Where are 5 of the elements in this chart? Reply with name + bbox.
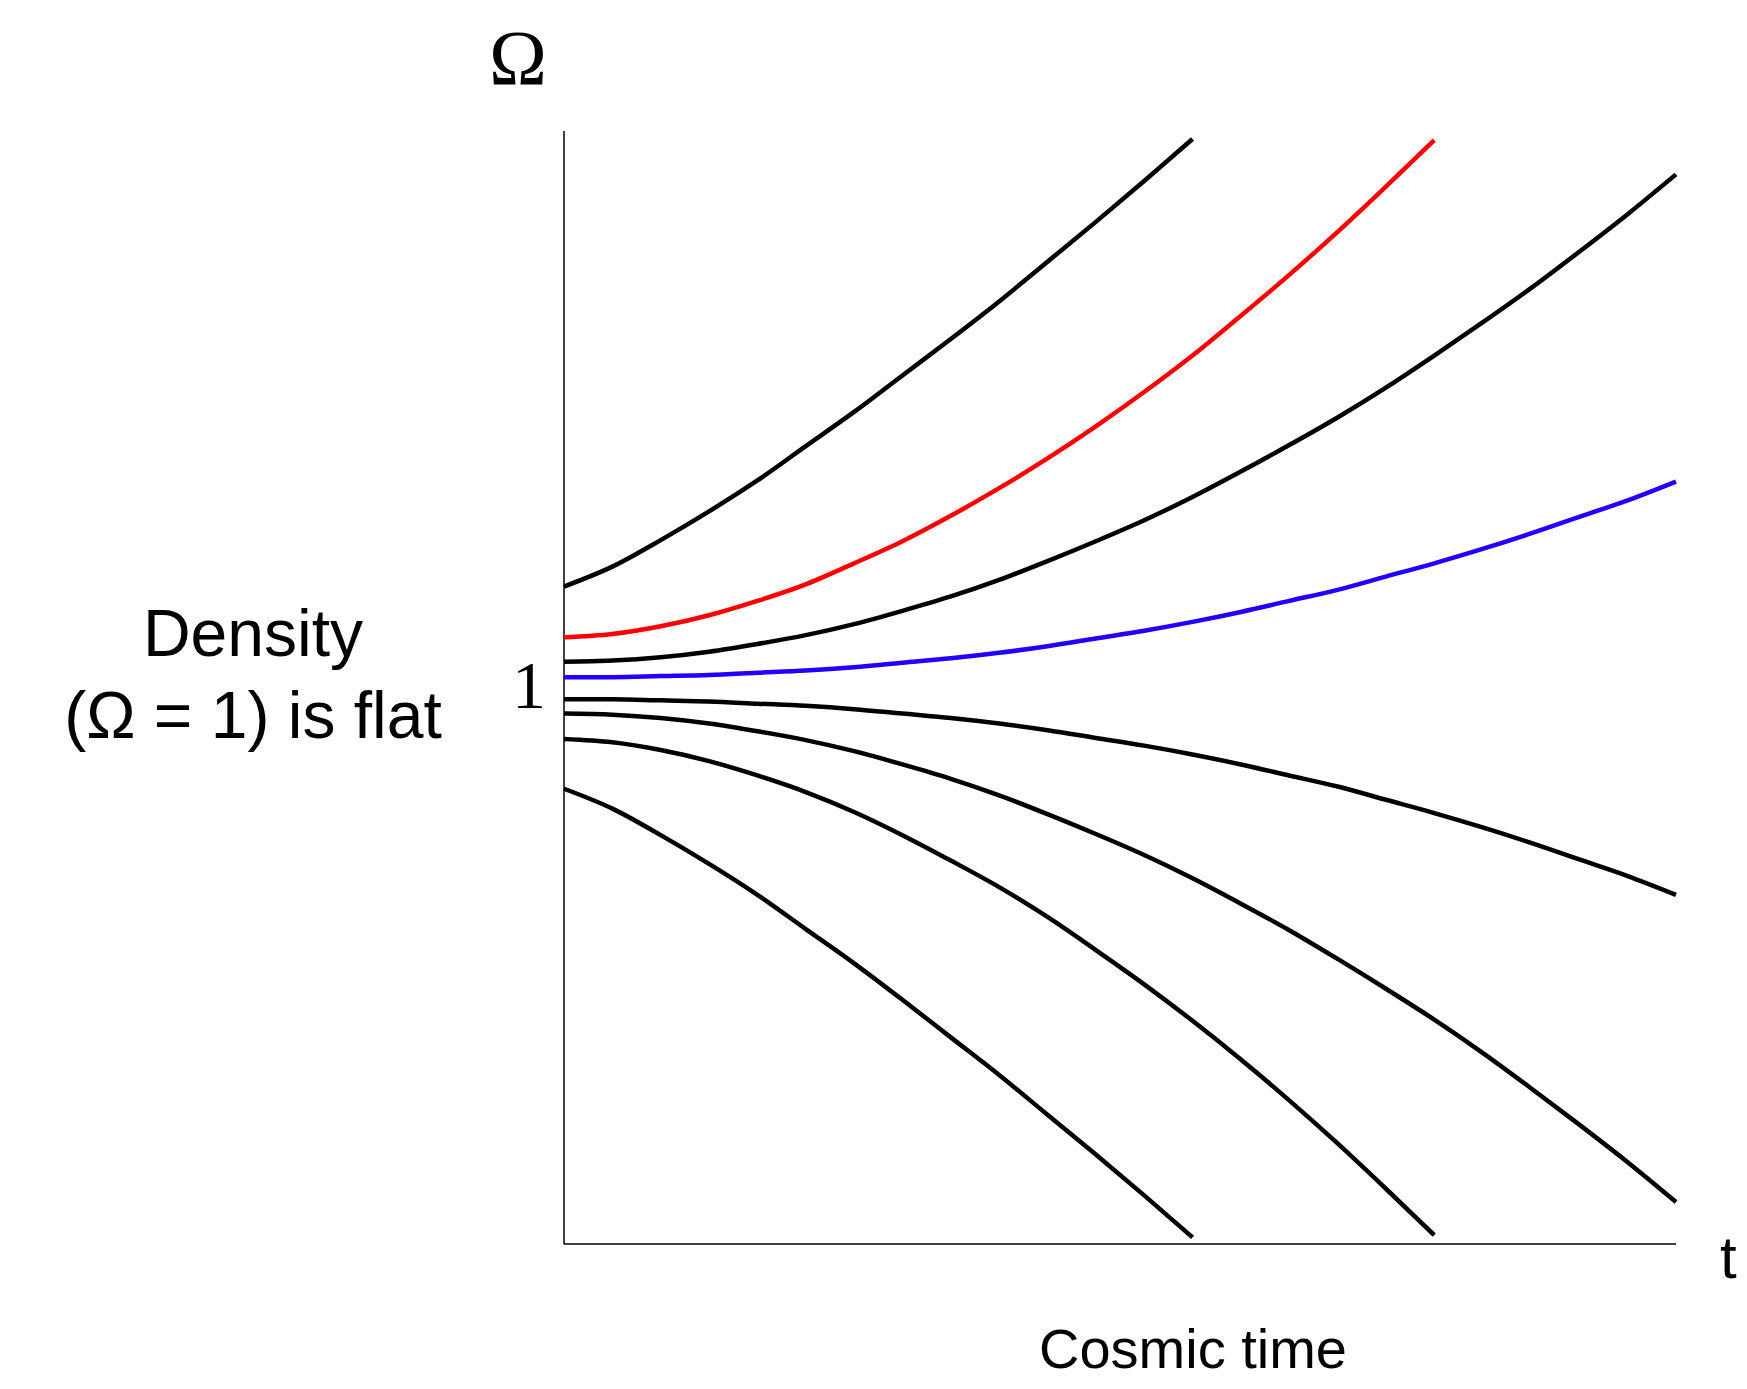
- x-axis-title: t: [1720, 1224, 1737, 1291]
- text: Cosmic time: [1038, 1317, 1348, 1380]
- text: 1: [512, 647, 546, 723]
- text: Density (Ω = 1) is flat: [64, 596, 442, 752]
- y-axis-title: Ω: [489, 14, 547, 101]
